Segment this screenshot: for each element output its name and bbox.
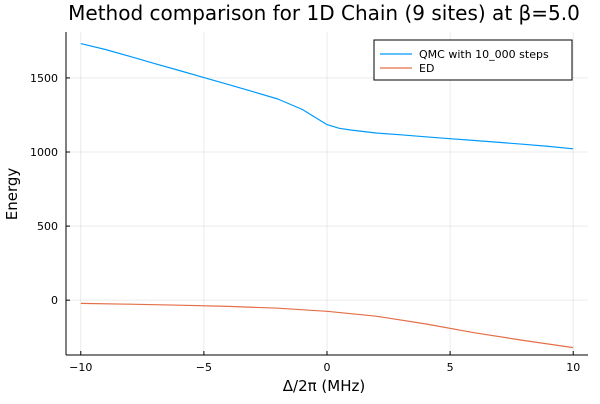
legend: QMC with 10_000 steps ED <box>373 39 573 81</box>
chart-title: Method comparison for 1D Chain (9 sites)… <box>68 1 580 25</box>
y-tick-label: 1500 <box>30 72 58 85</box>
y-ticks: 0 500 1000 1500 <box>30 72 70 307</box>
x-tick-label: 5 <box>447 361 454 374</box>
legend-box <box>373 39 573 81</box>
x-tick-label: −5 <box>196 361 212 374</box>
x-tick-label: −10 <box>69 361 92 374</box>
series-line-0 <box>80 43 574 150</box>
series-layer <box>80 43 574 349</box>
x-tick-label: 0 <box>324 361 331 374</box>
x-tick-label: 10 <box>566 361 580 374</box>
y-tick-label: 0 <box>51 294 58 307</box>
y-axis-label: Energy <box>3 168 21 221</box>
y-tick-label: 500 <box>37 220 58 233</box>
series-line-1 <box>80 302 574 349</box>
x-axis-label: Δ/2π (MHz) <box>283 377 365 395</box>
legend-label-qmc: QMC with 10_000 steps <box>419 48 549 61</box>
x-ticks: −10 −5 0 5 10 <box>69 351 580 374</box>
y-tick-label: 1000 <box>30 146 58 159</box>
legend-label-ed: ED <box>419 62 434 75</box>
